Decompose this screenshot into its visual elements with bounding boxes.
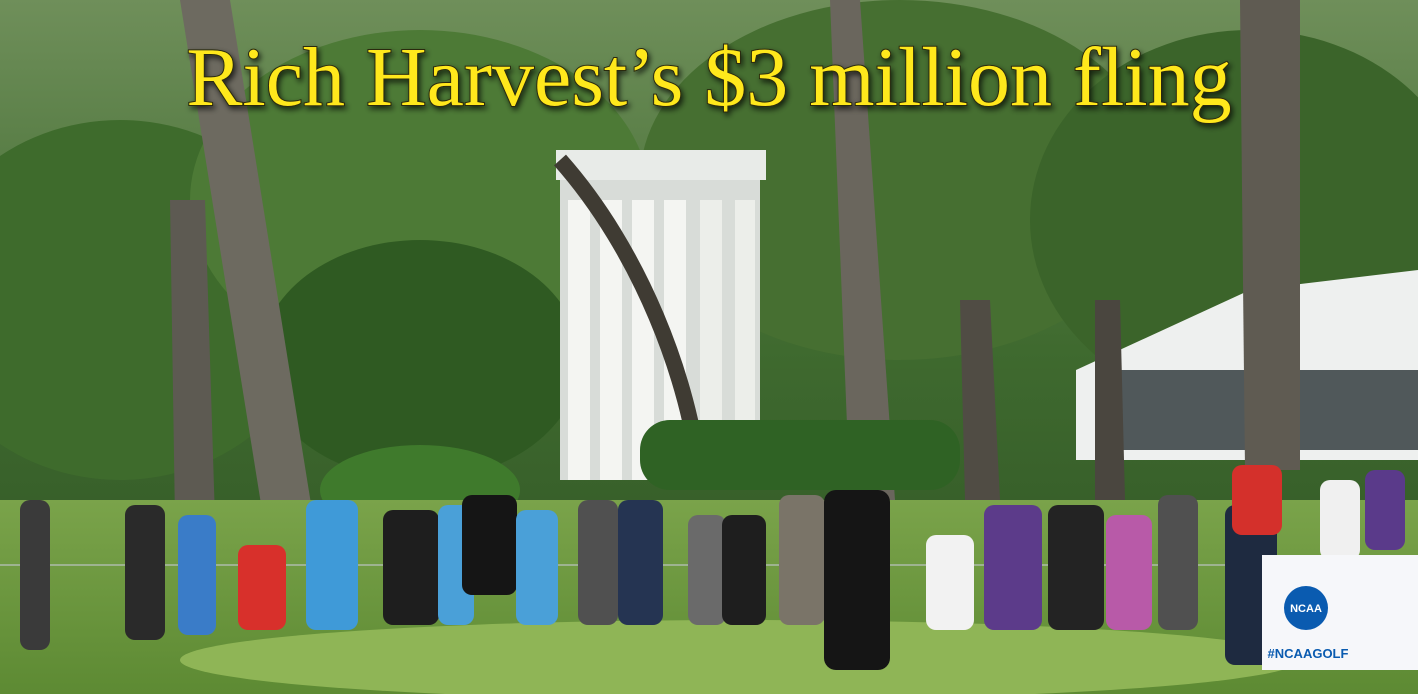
- headline: Rich Harvest’s $3 million fling: [186, 31, 1231, 124]
- banner-logo: NCAA: [1290, 603, 1322, 615]
- spectators: [20, 465, 1405, 670]
- ncaa-banner: NCAA #NCAAGOLF: [1262, 555, 1418, 670]
- banner-hashtag: #NCAAGOLF: [1268, 646, 1349, 661]
